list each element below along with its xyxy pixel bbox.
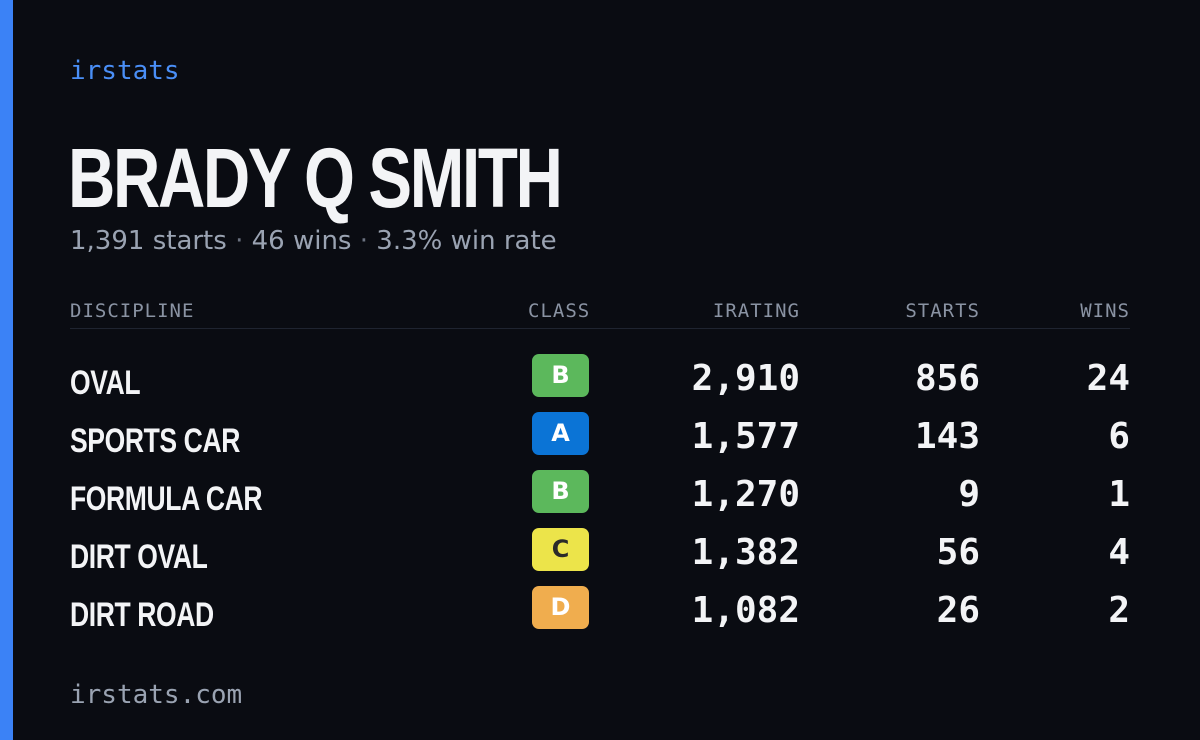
table-row: FORMULA CAR B 1,270 9 1 [70,464,1130,522]
player-summary: 1,391 starts · 46 wins · 3.3% win rate [70,226,557,256]
header-wins: WINS [1080,300,1130,322]
summary-wins: 46 wins [251,226,352,256]
table-row: DIRT OVAL C 1,382 56 4 [70,522,1130,580]
class-badge: B [532,354,589,397]
row-irating: 2,910 [691,358,800,399]
class-badge: A [532,412,589,455]
row-irating: 1,382 [691,532,800,573]
row-irating: 1,082 [691,590,800,631]
row-wins: 6 [1108,416,1130,457]
row-irating: 1,270 [691,474,800,515]
stats-table-header: DISCIPLINE CLASS IRATING STARTS WINS [70,298,1130,329]
row-irating: 1,577 [691,416,800,457]
row-starts: 9 [958,474,980,515]
table-row: SPORTS CAR A 1,577 143 6 [70,406,1130,464]
stats-table-body: OVAL B 2,910 856 24 SPORTS CAR A 1,577 1… [70,348,1130,638]
header-class: CLASS [528,300,591,322]
class-badge: B [532,470,589,513]
row-starts: 26 [936,590,980,631]
header-discipline: DISCIPLINE [70,300,195,322]
table-row: OVAL B 2,910 856 24 [70,348,1130,406]
row-discipline: SPORTS CAR [70,422,240,460]
row-discipline: FORMULA CAR [70,480,263,518]
class-badge: C [532,528,589,571]
row-discipline: DIRT OVAL [70,538,208,576]
row-wins: 1 [1108,474,1130,515]
table-row: DIRT ROAD D 1,082 26 2 [70,580,1130,638]
class-badge: D [532,586,589,629]
summary-win-rate: 3.3% win rate [376,226,557,256]
accent-bar [0,0,13,740]
row-starts: 856 [914,358,980,399]
row-discipline: OVAL [70,364,141,402]
summary-starts: 1,391 starts [70,226,227,256]
row-starts: 143 [914,416,980,457]
header-starts: STARTS [905,300,980,322]
player-name: BRADY Q SMITH [68,131,563,225]
summary-separator: · [235,226,244,256]
row-starts: 56 [936,532,980,573]
brand-logo: irstats [70,56,180,86]
row-wins: 4 [1108,532,1130,573]
summary-separator: · [359,226,369,256]
row-discipline: DIRT ROAD [70,596,214,634]
row-wins: 2 [1108,590,1130,631]
row-wins: 24 [1086,358,1130,399]
footer-url: irstats.com [70,680,243,710]
header-irating: IRATING [712,300,800,322]
